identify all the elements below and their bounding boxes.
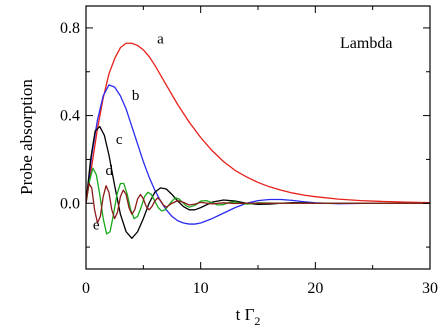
series-label-b: b: [132, 88, 140, 104]
annotation-lambda: Lambda: [340, 35, 392, 52]
series-label-a: a: [157, 31, 164, 47]
series-label-c: c: [116, 132, 123, 148]
curves: [86, 42, 430, 239]
series-line-b: [86, 84, 430, 225]
y-tick-label: 0.4: [60, 108, 80, 125]
series-label-e: e: [93, 218, 100, 234]
series-line-a: [86, 42, 430, 204]
curve-labels: a b cd e: [93, 31, 164, 233]
x-tick-label: 0: [82, 280, 90, 297]
x-axis-title: t Γ2: [236, 305, 261, 328]
x-tick-label: 10: [193, 280, 209, 297]
x-tick-label: 30: [422, 280, 438, 297]
x-axis-title-main: t Γ: [236, 305, 255, 324]
ticks: 0 10 20 30 0.0 0.4 0.8: [60, 6, 438, 297]
series-label-d: d: [105, 163, 113, 179]
y-tick-label: 0.0: [60, 195, 80, 212]
x-tick-label: 20: [307, 280, 323, 297]
series-line-e: [86, 182, 430, 224]
y-tick-label: 0.8: [60, 20, 80, 37]
y-axis-title: Probe absorption: [17, 79, 36, 195]
x-axis-title-subscript: 2: [254, 314, 260, 328]
